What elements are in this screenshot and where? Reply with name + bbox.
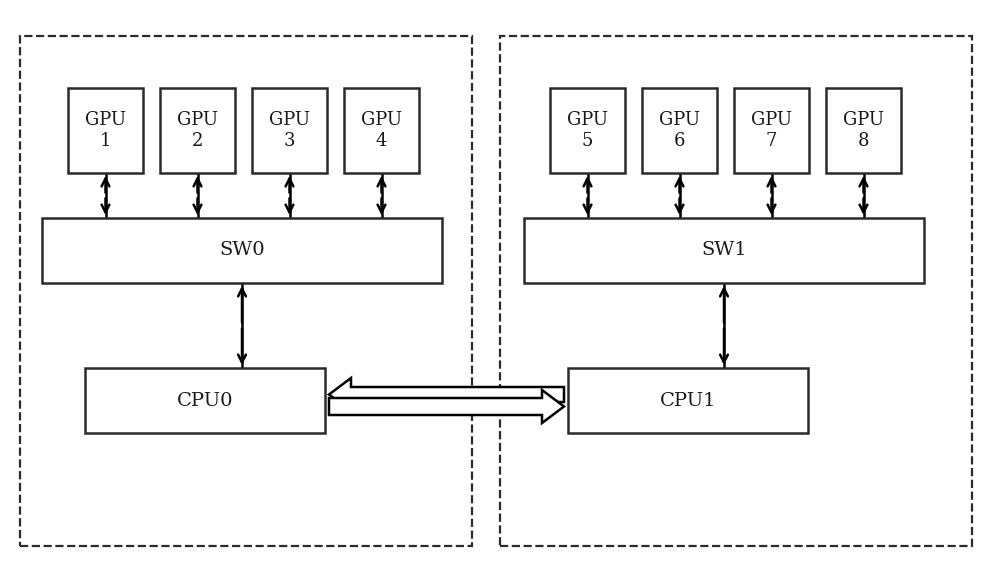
Bar (42, 218, 442, 283)
Bar (500, 36, 972, 546)
Bar (68, 88, 143, 173)
Bar (344, 88, 419, 173)
Bar (160, 88, 235, 173)
Text: GPU
7: GPU 7 (751, 111, 792, 150)
Polygon shape (329, 378, 564, 411)
Polygon shape (329, 390, 564, 423)
Bar (252, 88, 327, 173)
Bar (20, 36, 472, 546)
Bar (568, 368, 808, 433)
Bar (550, 88, 625, 173)
Bar (734, 88, 809, 173)
Text: GPU
5: GPU 5 (567, 111, 608, 150)
Bar (826, 88, 901, 173)
Text: GPU
4: GPU 4 (361, 111, 402, 150)
Bar (524, 218, 924, 283)
Text: GPU
6: GPU 6 (659, 111, 700, 150)
Text: GPU
2: GPU 2 (177, 111, 218, 150)
Text: CPU0: CPU0 (177, 391, 233, 410)
Text: GPU
3: GPU 3 (269, 111, 310, 150)
Bar (85, 368, 325, 433)
Bar (642, 88, 717, 173)
Text: SW1: SW1 (701, 241, 747, 260)
Text: CPU1: CPU1 (660, 391, 716, 410)
Text: GPU
1: GPU 1 (85, 111, 126, 150)
Text: GPU
8: GPU 8 (843, 111, 884, 150)
Text: SW0: SW0 (219, 241, 265, 260)
